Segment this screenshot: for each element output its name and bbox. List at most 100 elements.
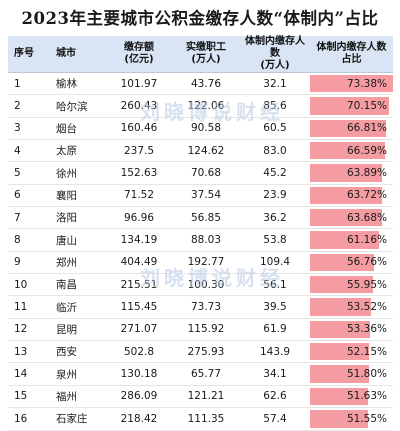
cell-rank: 16 bbox=[8, 407, 50, 431]
cell-inside: 39.5 bbox=[240, 295, 310, 319]
cell-deposit: 134.19 bbox=[106, 228, 172, 252]
ratio-label: 63.89% bbox=[346, 167, 387, 180]
cell-inside: 109.4 bbox=[240, 251, 310, 275]
table-row: 2 哈尔滨 260.43 122.06 85.6 70.15% bbox=[8, 94, 393, 118]
cell-deposit: 237.5 bbox=[106, 139, 172, 163]
cell-ratio: 61.16% bbox=[310, 228, 393, 252]
cell-city: 唐山 bbox=[50, 228, 106, 252]
cell-workers: 275.93 bbox=[172, 340, 240, 364]
cell-rank: 2 bbox=[8, 94, 50, 118]
cell-city: 哈尔滨 bbox=[50, 94, 106, 118]
cell-inside: 36.2 bbox=[240, 206, 310, 230]
ratio-bar bbox=[310, 142, 386, 160]
cell-ratio: 63.72% bbox=[310, 184, 393, 208]
cell-city: 昆明 bbox=[50, 318, 106, 342]
cell-ratio: 53.36% bbox=[310, 318, 393, 342]
cell-workers: 37.54 bbox=[172, 184, 240, 208]
cell-city: 石家庄 bbox=[50, 407, 106, 431]
cell-city: 太原 bbox=[50, 139, 106, 163]
cell-workers: 73.73 bbox=[172, 295, 240, 319]
cell-city: 襄阳 bbox=[50, 184, 106, 208]
cell-ratio: 53.52% bbox=[310, 295, 393, 319]
cell-city: 临沂 bbox=[50, 295, 106, 319]
cell-ratio: 56.76% bbox=[310, 251, 393, 275]
ratio-label: 53.52% bbox=[346, 301, 387, 314]
cell-workers: 88.03 bbox=[172, 228, 240, 252]
header-rank: 序号 bbox=[8, 36, 50, 73]
cell-workers: 122.06 bbox=[172, 94, 240, 118]
cell-ratio: 51.55% bbox=[310, 407, 393, 431]
cell-inside: 62.6 bbox=[240, 385, 310, 409]
cell-workers: 100.30 bbox=[172, 273, 240, 297]
data-table: 序号 城市 缴存额 (亿元) 实缴职工 (万人) 体制内缴存人数 (万人) 体制内缴存… bbox=[8, 36, 393, 431]
table-row: 13 西安 502.8 275.93 143.9 52.15% bbox=[8, 340, 393, 364]
table-row: 5 徐州 152.63 70.68 45.2 63.89% bbox=[8, 161, 393, 185]
cell-city: 西安 bbox=[50, 340, 106, 364]
header-workers: 实缴职工 (万人) bbox=[172, 36, 240, 73]
cell-city: 郑州 bbox=[50, 251, 106, 275]
cell-inside: 85.6 bbox=[240, 94, 310, 118]
ratio-bar bbox=[310, 209, 383, 227]
cell-inside: 57.4 bbox=[240, 407, 310, 431]
cell-deposit: 404.49 bbox=[106, 251, 172, 275]
cell-deposit: 218.42 bbox=[106, 407, 172, 431]
cell-rank: 8 bbox=[8, 228, 50, 252]
cell-ratio: 66.81% bbox=[310, 117, 393, 141]
cell-deposit: 260.43 bbox=[106, 94, 172, 118]
cell-deposit: 152.63 bbox=[106, 161, 172, 185]
cell-rank: 13 bbox=[8, 340, 50, 364]
table-row: 12 昆明 271.07 115.92 61.9 53.36% bbox=[8, 318, 393, 342]
cell-workers: 70.68 bbox=[172, 161, 240, 185]
cell-rank: 3 bbox=[8, 117, 50, 141]
cell-ratio: 51.63% bbox=[310, 385, 393, 409]
cell-inside: 61.9 bbox=[240, 318, 310, 342]
table-row: 11 临沂 115.45 73.73 39.5 53.52% bbox=[8, 295, 393, 319]
cell-workers: 65.77 bbox=[172, 362, 240, 386]
cell-ratio: 73.38% bbox=[310, 72, 393, 96]
cell-ratio: 55.95% bbox=[310, 273, 393, 297]
table-body: 1 榆林 101.97 43.76 32.1 73.38% 2 哈尔滨 260.43 122.06… bbox=[8, 72, 393, 431]
table-row: 15 福州 286.09 121.21 62.6 51.63% bbox=[8, 385, 393, 409]
cell-city: 洛阳 bbox=[50, 206, 106, 230]
cell-workers: 124.62 bbox=[172, 139, 240, 163]
cell-ratio: 63.89% bbox=[310, 161, 393, 185]
table-row: 8 唐山 134.19 88.03 53.8 61.16% bbox=[8, 228, 393, 252]
ratio-bar bbox=[310, 164, 383, 182]
cell-inside: 53.8 bbox=[240, 228, 310, 252]
ratio-label: 63.72% bbox=[346, 189, 387, 202]
table-row: 4 太原 237.5 124.62 83.0 66.59% bbox=[8, 139, 393, 163]
cell-deposit: 286.09 bbox=[106, 385, 172, 409]
cell-rank: 12 bbox=[8, 318, 50, 342]
ratio-label: 52.15% bbox=[346, 345, 387, 358]
cell-inside: 143.9 bbox=[240, 340, 310, 364]
cell-ratio: 51.80% bbox=[310, 362, 393, 386]
cell-inside: 60.5 bbox=[240, 117, 310, 141]
cell-deposit: 96.96 bbox=[106, 206, 172, 230]
ratio-bar bbox=[310, 343, 369, 361]
cell-inside: 56.1 bbox=[240, 273, 310, 297]
cell-deposit: 115.45 bbox=[106, 295, 172, 319]
cell-city: 福州 bbox=[50, 385, 106, 409]
cell-rank: 7 bbox=[8, 206, 50, 230]
ratio-bar bbox=[310, 320, 371, 339]
cell-inside: 23.9 bbox=[240, 184, 310, 208]
cell-deposit: 101.97 bbox=[106, 72, 172, 96]
ratio-label: 66.81% bbox=[346, 122, 387, 135]
header-row: 序号 城市 缴存额 (亿元) 实缴职工 (万人) 体制内缴存人数 (万人) 体制内缴存… bbox=[8, 36, 393, 73]
cell-workers: 115.92 bbox=[172, 318, 240, 342]
ratio-bar bbox=[310, 97, 390, 115]
ratio-label: 63.68% bbox=[346, 211, 387, 224]
ratio-label: 51.63% bbox=[346, 390, 387, 403]
cell-inside: 45.2 bbox=[240, 161, 310, 185]
ratio-bar bbox=[310, 75, 393, 93]
cell-deposit: 130.18 bbox=[106, 362, 172, 386]
cell-city: 南昌 bbox=[50, 273, 106, 297]
table-row: 10 南昌 215.51 100.30 56.1 55.95% bbox=[8, 273, 393, 297]
cell-rank: 15 bbox=[8, 385, 50, 409]
cell-workers: 121.21 bbox=[172, 385, 240, 409]
ratio-bar bbox=[310, 186, 383, 205]
table-row: 9 郑州 404.49 192.77 109.4 56.76% bbox=[8, 251, 393, 275]
ratio-label: 61.16% bbox=[346, 234, 387, 247]
cell-rank: 6 bbox=[8, 184, 50, 208]
cell-workers: 43.76 bbox=[172, 72, 240, 96]
